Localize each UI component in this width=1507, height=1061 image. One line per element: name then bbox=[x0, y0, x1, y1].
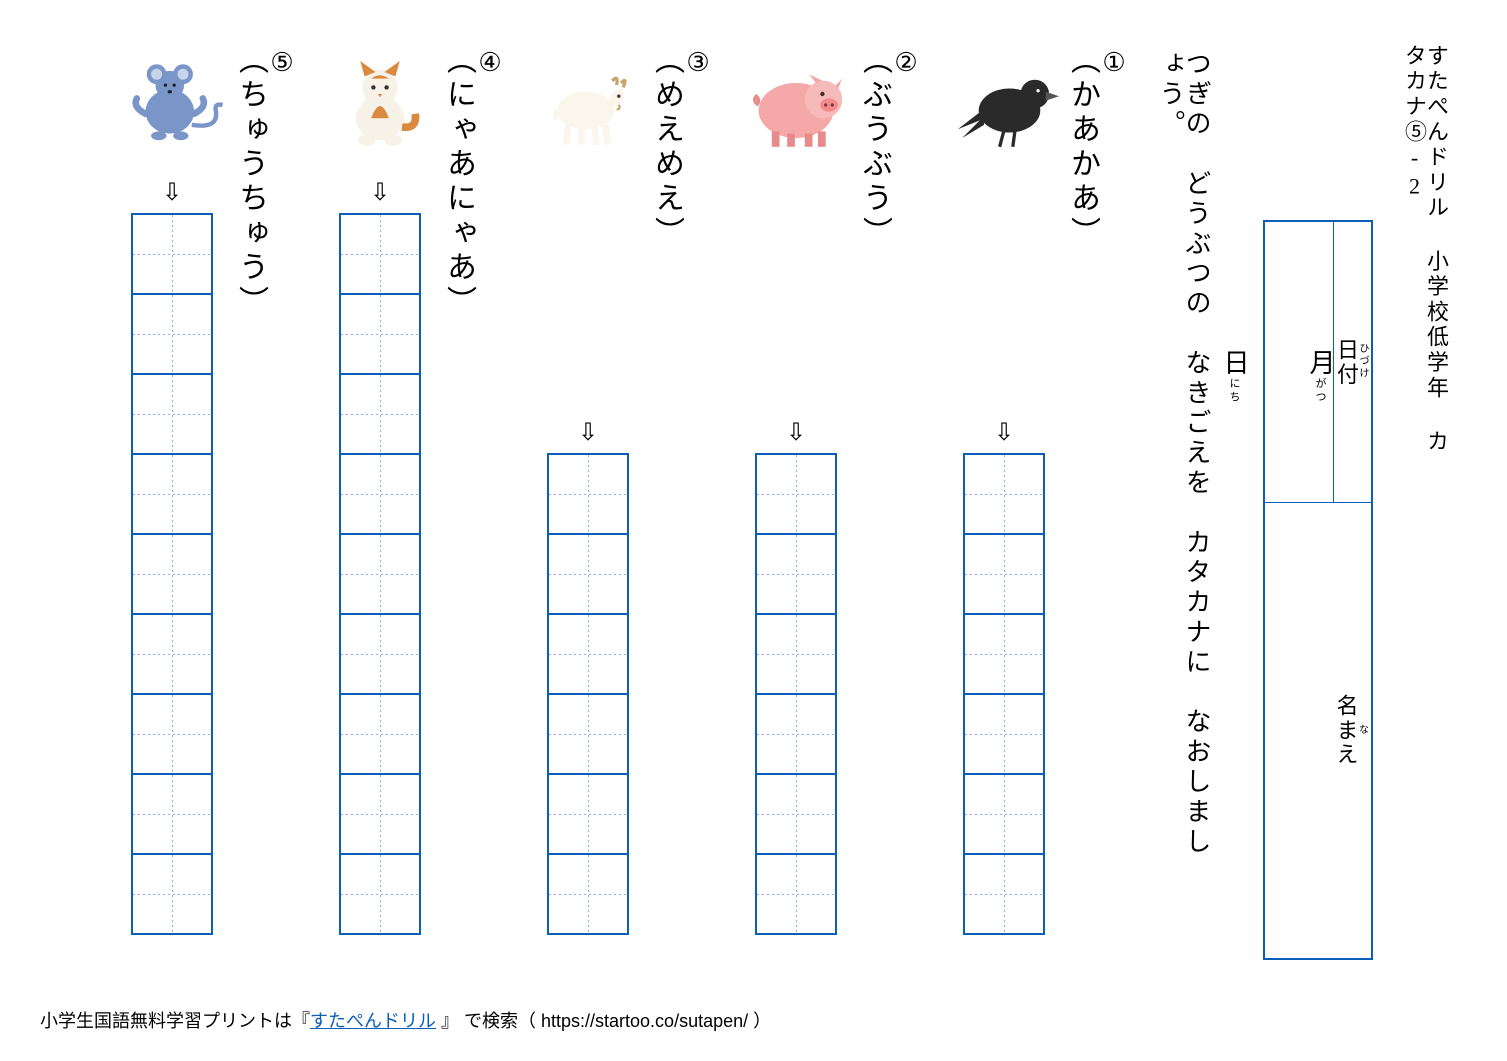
writing-cell[interactable] bbox=[131, 213, 213, 295]
name-label: な名まえ bbox=[1333, 503, 1371, 958]
writing-cell[interactable] bbox=[963, 693, 1045, 775]
writing-cell[interactable] bbox=[547, 853, 629, 935]
writing-cell[interactable] bbox=[547, 453, 629, 535]
writing-cell[interactable] bbox=[755, 453, 837, 535]
writing-cell[interactable] bbox=[755, 533, 837, 615]
writing-grid[interactable] bbox=[547, 453, 629, 935]
footer-pre: 小学生国語無料学習プリントは『 bbox=[40, 1011, 310, 1031]
exercise-number: ⑤ bbox=[265, 40, 295, 82]
writing-cell[interactable] bbox=[339, 453, 421, 535]
writing-cell[interactable] bbox=[131, 853, 213, 935]
pig-icon bbox=[741, 40, 851, 170]
writing-cell[interactable] bbox=[131, 533, 213, 615]
writing-cell[interactable] bbox=[339, 613, 421, 695]
writing-grid[interactable] bbox=[755, 453, 837, 935]
name-fill[interactable] bbox=[1265, 503, 1333, 958]
hiragana-prompt: ︵ちゅうちゅう︶ bbox=[235, 40, 265, 340]
hiragana-prompt: ︵かあかあ︶ bbox=[1067, 40, 1097, 340]
footer-link[interactable]: すたぺんドリル bbox=[310, 1011, 436, 1031]
writing-cell[interactable] bbox=[339, 693, 421, 775]
writing-cell[interactable] bbox=[339, 533, 421, 615]
exercise-number: ④ bbox=[473, 40, 503, 82]
down-arrow-icon: ⇩ bbox=[370, 178, 390, 207]
down-arrow-icon: ⇩ bbox=[994, 418, 1014, 447]
writing-cell[interactable] bbox=[547, 533, 629, 615]
writing-cell[interactable] bbox=[547, 613, 629, 695]
answer-column: ⇩ bbox=[117, 40, 227, 935]
date-name-box: ひづけ日付 月がつ 日にち な名まえ bbox=[1263, 220, 1373, 960]
grade-level: 小学校低学年 bbox=[1424, 249, 1449, 401]
writing-cell[interactable] bbox=[131, 293, 213, 375]
writing-grid[interactable] bbox=[131, 213, 213, 935]
exercise-number: ② bbox=[889, 40, 919, 82]
hiragana-prompt: ︵ぶうぶう︶ bbox=[859, 40, 889, 340]
writing-cell[interactable] bbox=[339, 213, 421, 295]
instruction-text: つぎの どうぶつの なきごえを カタカナに なおしましょう。 bbox=[1157, 40, 1209, 870]
down-arrow-icon: ⇩ bbox=[786, 418, 806, 447]
cat-icon bbox=[325, 40, 435, 170]
exercise-③: ③︵めえめえ︶ ⇩ bbox=[533, 40, 711, 935]
writing-cell[interactable] bbox=[339, 773, 421, 855]
exercise-②: ②︵ぶうぶう︶ ⇩ bbox=[741, 40, 919, 935]
crow-icon bbox=[949, 40, 1059, 170]
exercises-container: ①︵かあかあ︶⇩②︵ぶうぶう︶⇩③︵めえめえ︶⇩④︵にゃあにゃあ︶⇩⑤︵ちゅうち… bbox=[117, 40, 1157, 935]
writing-cell[interactable] bbox=[963, 613, 1045, 695]
answer-column: ⇩ bbox=[949, 40, 1059, 935]
exercise-number: ① bbox=[1097, 40, 1127, 82]
writing-cell[interactable] bbox=[131, 773, 213, 855]
writing-grid[interactable] bbox=[339, 213, 421, 935]
month-unit: 月がつ bbox=[1307, 349, 1333, 404]
writing-cell[interactable] bbox=[131, 613, 213, 695]
writing-cell[interactable] bbox=[963, 533, 1045, 615]
writing-cell[interactable] bbox=[547, 693, 629, 775]
day-unit: 日にち bbox=[1221, 349, 1247, 404]
down-arrow-icon: ⇩ bbox=[162, 178, 182, 207]
writing-cell[interactable] bbox=[339, 853, 421, 935]
date-label: ひづけ日付 bbox=[1333, 222, 1371, 502]
mouse-icon bbox=[117, 40, 227, 170]
hiragana-prompt: ︵めえめえ︶ bbox=[651, 40, 681, 340]
writing-cell[interactable] bbox=[755, 853, 837, 935]
goat-icon bbox=[533, 40, 643, 170]
exercise-④: ④︵にゃあにゃあ︶ ⇩ bbox=[325, 40, 503, 935]
answer-column: ⇩ bbox=[741, 40, 851, 935]
down-arrow-icon: ⇩ bbox=[578, 418, 598, 447]
writing-cell[interactable] bbox=[339, 293, 421, 375]
writing-cell[interactable] bbox=[963, 773, 1045, 855]
footer: 小学生国語無料学習プリントは『すたぺんドリル 』 で検索（ https://st… bbox=[40, 1007, 771, 1033]
date-fill[interactable]: 月がつ 日にち bbox=[1221, 222, 1333, 502]
answer-column: ⇩ bbox=[325, 40, 435, 935]
hiragana-prompt: ︵にゃあにゃあ︶ bbox=[443, 40, 473, 340]
writing-cell[interactable] bbox=[131, 373, 213, 455]
exercise-⑤: ⑤︵ちゅうちゅう︶ ⇩ bbox=[117, 40, 295, 935]
writing-cell[interactable] bbox=[131, 693, 213, 775]
answer-column: ⇩ bbox=[533, 40, 643, 935]
writing-grid[interactable] bbox=[963, 453, 1045, 935]
writing-cell[interactable] bbox=[963, 853, 1045, 935]
exercise-①: ①︵かあかあ︶ ⇩ bbox=[949, 40, 1127, 935]
writing-cell[interactable] bbox=[339, 373, 421, 455]
writing-cell[interactable] bbox=[963, 453, 1045, 535]
writing-cell[interactable] bbox=[547, 773, 629, 855]
footer-post: 』 で検索（ https://startoo.co/sutapen/ ） bbox=[436, 1011, 771, 1031]
writing-cell[interactable] bbox=[131, 453, 213, 535]
worksheet-header: すたぺんドリル 小学校低学年 カタカナ⑤-2 bbox=[1403, 40, 1447, 460]
date-section: ひづけ日付 月がつ 日にち bbox=[1265, 222, 1371, 502]
name-section: な名まえ bbox=[1265, 502, 1371, 958]
writing-cell[interactable] bbox=[755, 693, 837, 775]
exercise-number: ③ bbox=[681, 40, 711, 82]
writing-cell[interactable] bbox=[755, 773, 837, 855]
writing-cell[interactable] bbox=[755, 613, 837, 695]
site-name: すたぺんドリル bbox=[1424, 44, 1449, 221]
